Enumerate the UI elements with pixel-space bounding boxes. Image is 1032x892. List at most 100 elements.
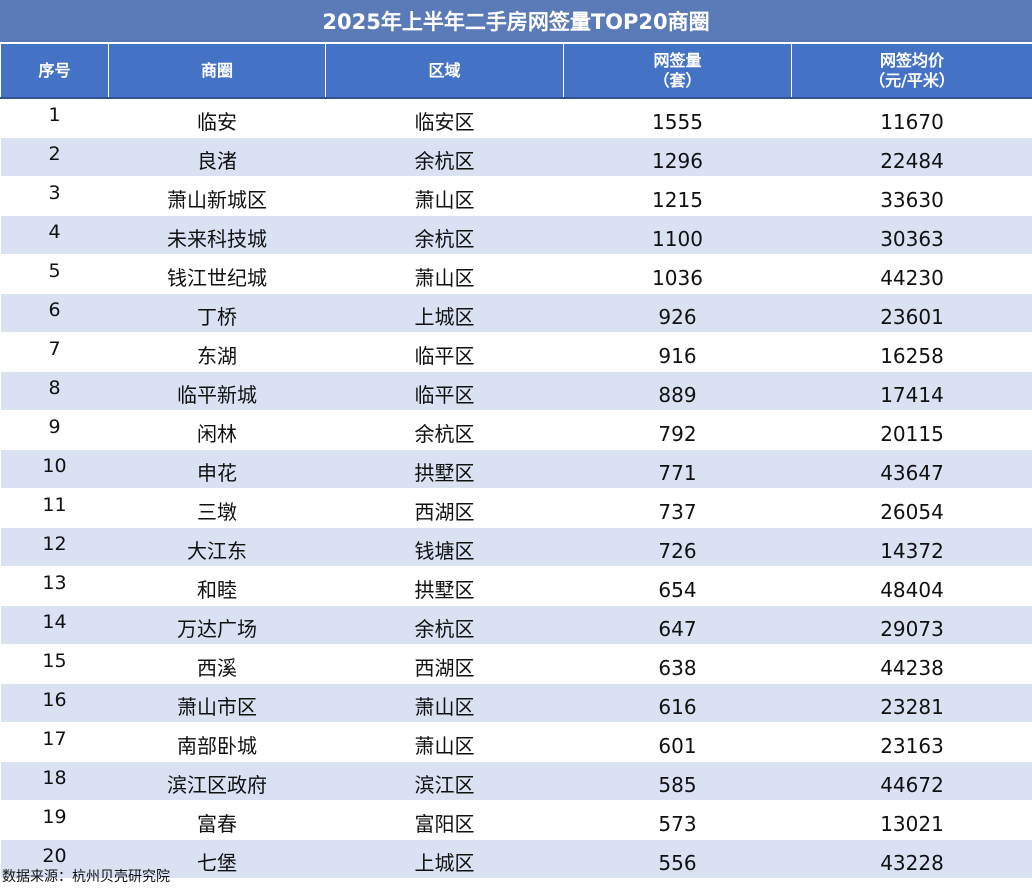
deals-cell: 573 [563,800,792,840]
deals-cell: 556 [563,839,792,879]
price-cell: 20115 [791,410,1032,450]
price-cell: 22484 [791,137,1032,177]
header-deals-line: 网签量 [653,50,702,70]
area-cell: 滨江区政府 [108,761,326,801]
area-cell: 和睦 [108,566,326,606]
area-cell: 萧山市区 [108,683,326,723]
rank-cell: 1 [0,98,109,138]
area-cell: 临平新城 [108,371,326,411]
area-cell: 申花 [108,449,326,489]
rank-cell: 6 [0,293,109,333]
price-cell: 43228 [791,839,1032,879]
price-cell: 14372 [791,527,1032,567]
price-cell: 29073 [791,605,1032,645]
header-area: 商圈 [108,44,326,99]
district-cell: 上城区 [325,293,564,333]
rank-cell: 7 [0,332,109,372]
rank-cell: 11 [0,488,109,528]
rank-cell: 10 [0,449,109,489]
rank-cell: 3 [0,176,109,216]
area-cell: 东湖 [108,332,326,372]
table-row: 8 临平新城 临平区 889 17414 [0,371,1032,411]
deals-cell: 647 [563,605,792,645]
header-deals: 网签量 （套） [563,44,792,99]
table-row: 7 东湖 临平区 916 16258 [0,332,1032,372]
ranking-table-container: 序号 商圈 区域 网签量 （套） 网签均价 （元/平米） 1 临安 临安区 1555 11670 2 良… [0,44,1032,879]
area-cell: 闲林 [108,410,326,450]
table-row: 17 南部卧城 萧山区 601 23163 [0,722,1032,762]
area-cell: 三墩 [108,488,326,528]
rank-cell: 20 [0,839,109,879]
deals-cell: 601 [563,722,792,762]
district-cell: 拱墅区 [325,449,564,489]
price-cell: 23163 [791,722,1032,762]
table-row: 14 万达广场 余杭区 647 29073 [0,605,1032,645]
district-cell: 余杭区 [325,137,564,177]
rank-cell: 4 [0,215,109,255]
district-cell: 余杭区 [325,215,564,255]
price-cell: 44230 [791,254,1032,294]
header-deals-line: （套） [653,70,702,90]
table-row: 11 三墩 西湖区 737 26054 [0,488,1032,528]
deals-cell: 638 [563,644,792,684]
table-row: 3 萧山新城区 萧山区 1215 33630 [0,176,1032,216]
rank-cell: 18 [0,761,109,801]
area-cell: 大江东 [108,527,326,567]
rank-cell: 14 [0,605,109,645]
price-cell: 17414 [791,371,1032,411]
rank-cell: 15 [0,644,109,684]
table-row: 4 未来科技城 余杭区 1100 30363 [0,215,1032,255]
price-cell: 23281 [791,683,1032,723]
district-cell: 萧山区 [325,254,564,294]
price-cell: 13021 [791,800,1032,840]
district-cell: 西湖区 [325,644,564,684]
header-area-line: 商圈 [200,60,233,80]
district-cell: 萧山区 [325,176,564,216]
deals-cell: 1215 [563,176,792,216]
price-cell: 48404 [791,566,1032,606]
table-row: 12 大江东 钱塘区 726 14372 [0,527,1032,567]
header-district-line: 区域 [428,60,461,80]
district-cell: 临平区 [325,371,564,411]
rank-cell: 16 [0,683,109,723]
area-cell: 南部卧城 [108,722,326,762]
deals-cell: 1100 [563,215,792,255]
table-title: 2025年上半年二手房网签量TOP20商圈 [0,0,1032,44]
rank-cell: 17 [0,722,109,762]
deals-cell: 737 [563,488,792,528]
district-cell: 钱塘区 [325,527,564,567]
district-cell: 萧山区 [325,683,564,723]
deals-cell: 926 [563,293,792,333]
price-cell: 16258 [791,332,1032,372]
header-district: 区域 [325,44,564,99]
area-cell: 萧山新城区 [108,176,326,216]
price-cell: 23601 [791,293,1032,333]
table-row: 1 临安 临安区 1555 11670 [0,98,1032,138]
rank-cell: 5 [0,254,109,294]
deals-cell: 616 [563,683,792,723]
area-cell: 七堡 [108,839,326,879]
district-cell: 临安区 [325,98,564,138]
rank-cell: 13 [0,566,109,606]
rank-cell: 9 [0,410,109,450]
district-cell: 余杭区 [325,605,564,645]
deals-cell: 889 [563,371,792,411]
area-cell: 丁桥 [108,293,326,333]
price-cell: 26054 [791,488,1032,528]
price-cell: 30363 [791,215,1032,255]
table-row: 16 萧山市区 萧山区 616 23281 [0,683,1032,723]
table-row: 9 闲林 余杭区 792 20115 [0,410,1032,450]
deals-cell: 1296 [563,137,792,177]
district-cell: 富阳区 [325,800,564,840]
table-row: 5 钱江世纪城 萧山区 1036 44230 [0,254,1032,294]
price-cell: 43647 [791,449,1032,489]
deals-cell: 585 [563,761,792,801]
price-cell: 33630 [791,176,1032,216]
header-rank-line: 序号 [38,60,71,80]
header-price-line: 网签均价 [879,50,944,70]
deals-cell: 654 [563,566,792,606]
deals-cell: 792 [563,410,792,450]
data-source-note: 数据来源：杭州贝壳研究院 [2,869,170,885]
rank-cell: 2 [0,137,109,177]
area-cell: 钱江世纪城 [108,254,326,294]
